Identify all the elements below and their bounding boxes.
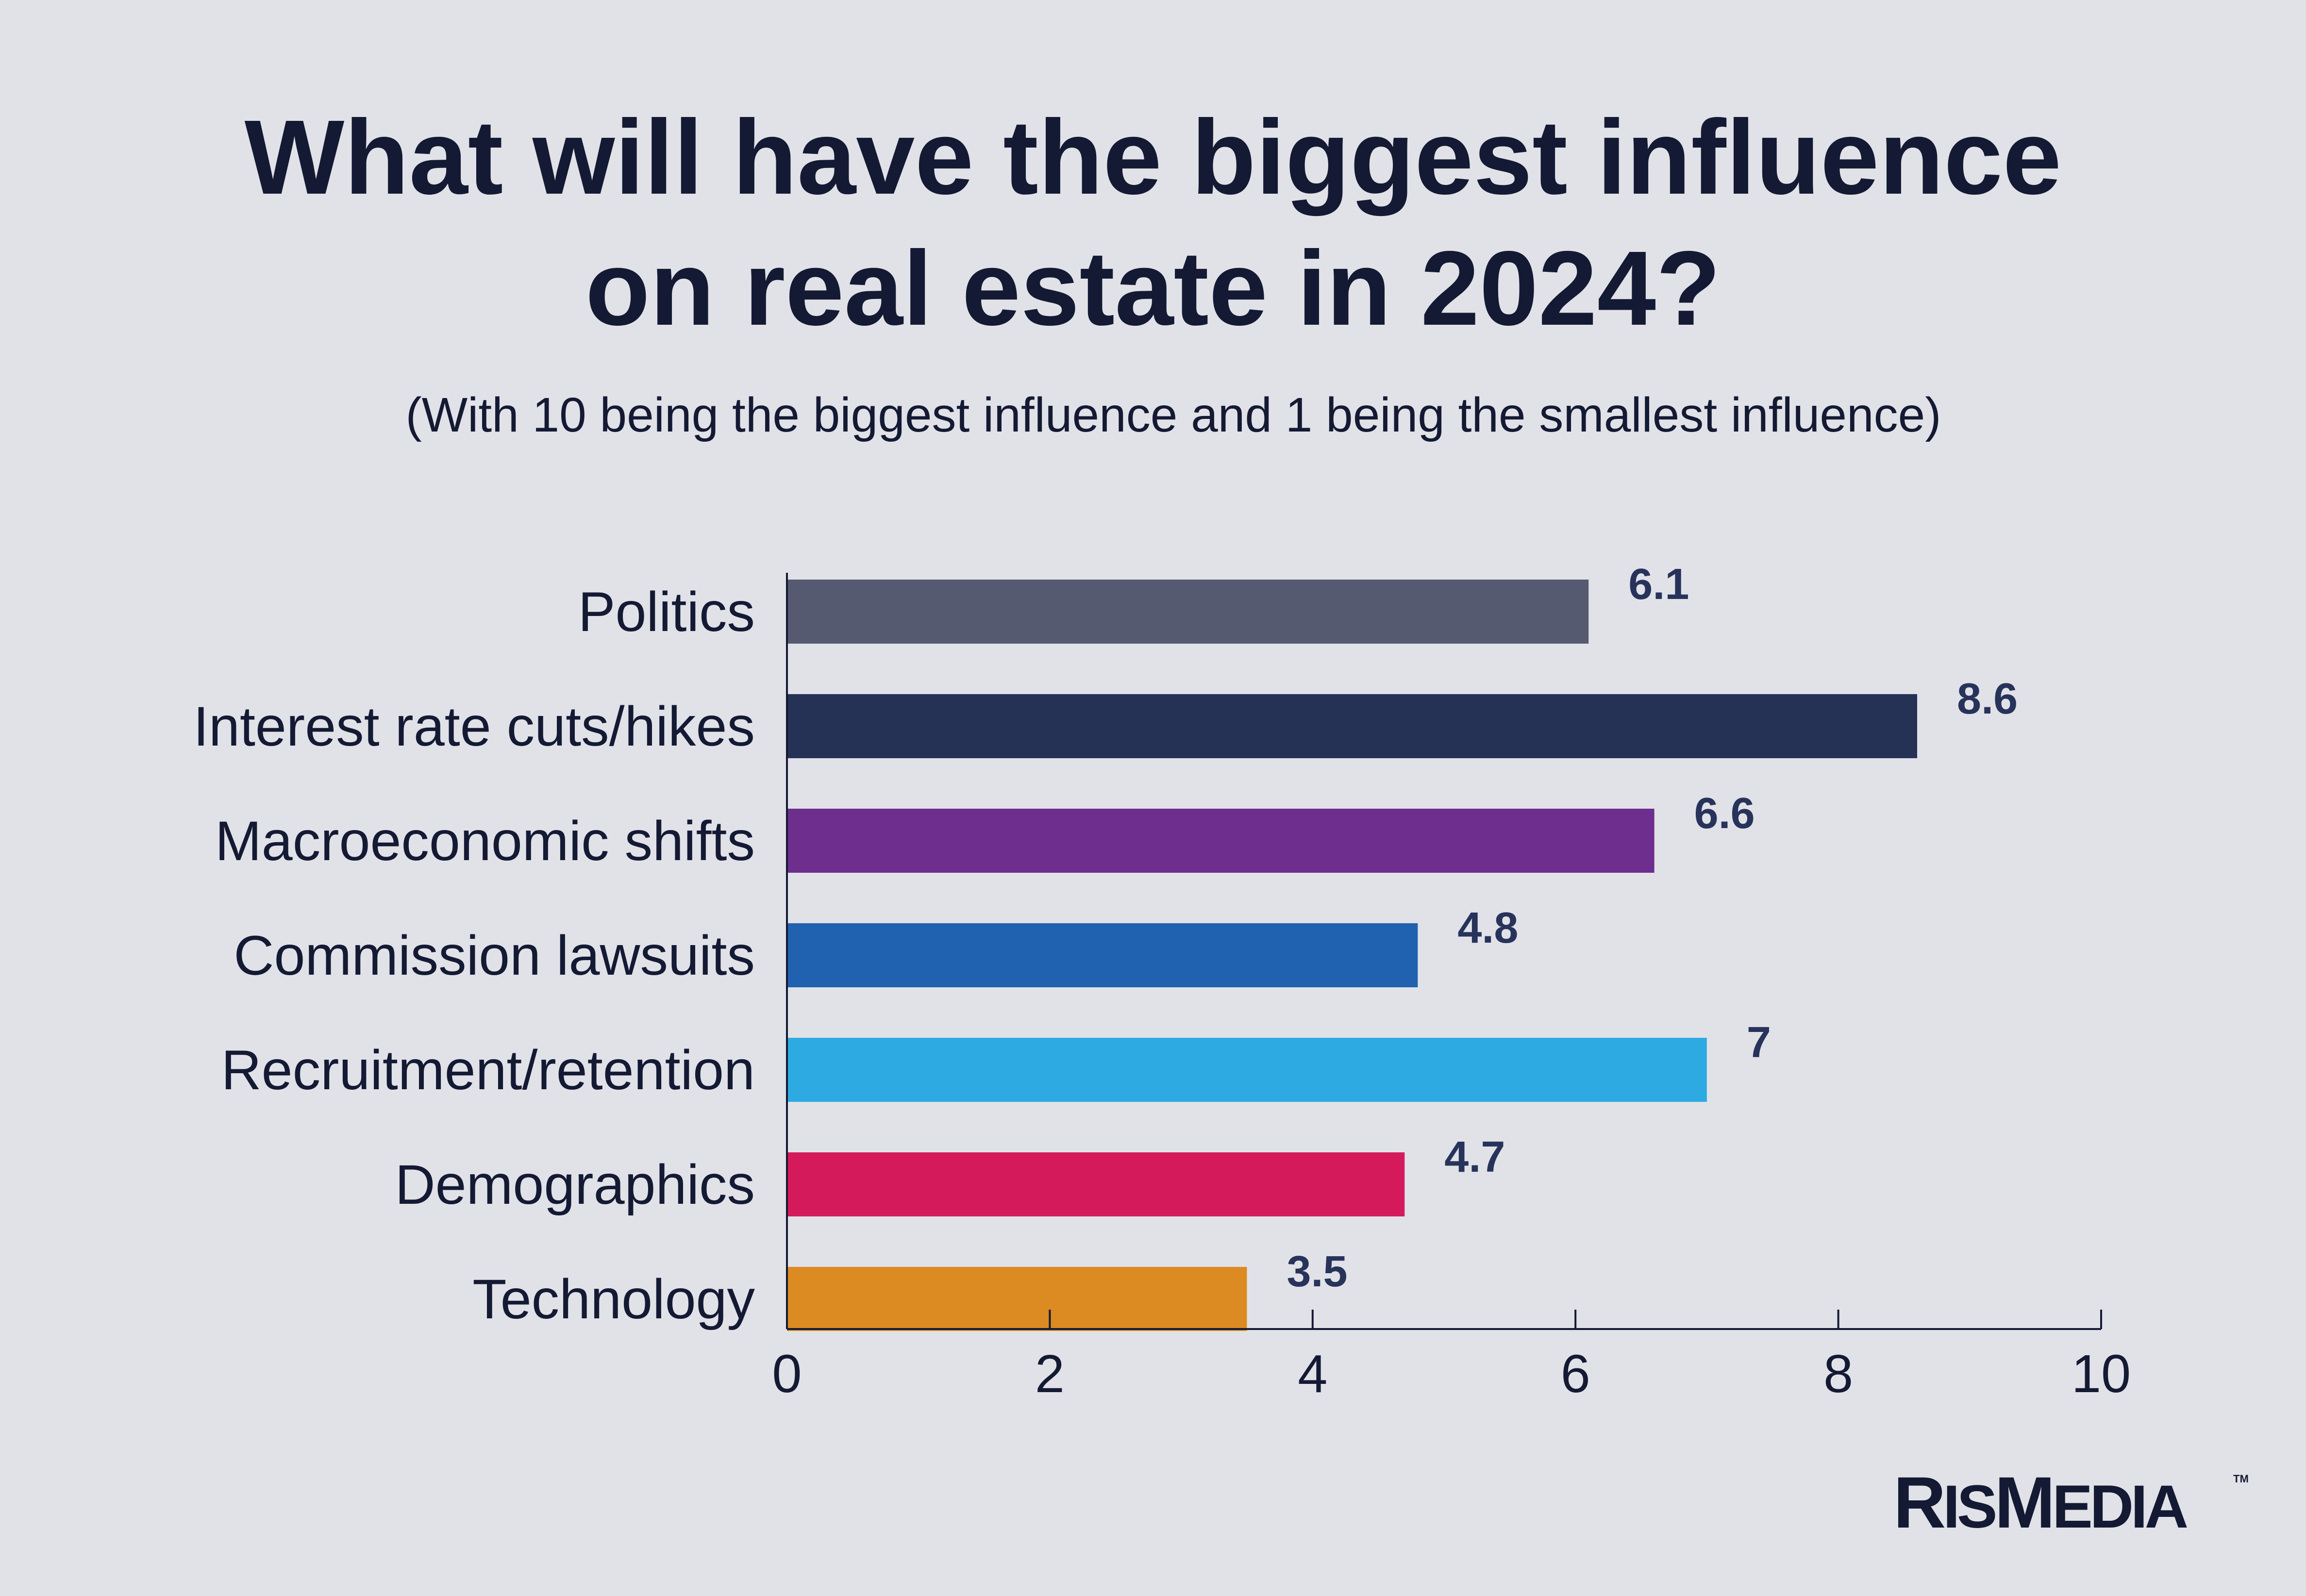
bar <box>787 1267 1247 1331</box>
value-label: 8.6 <box>1957 675 2018 723</box>
x-tick-label: 6 <box>1561 1344 1590 1404</box>
x-tick-label: 4 <box>1298 1344 1327 1404</box>
bar <box>787 694 1918 758</box>
bar <box>787 809 1654 873</box>
chart-subtitle: (With 10 being the biggest influence and… <box>405 388 1941 442</box>
logo-wordmark: RISMEDIA <box>1893 1462 2189 1543</box>
category-label: Recruitment/retention <box>221 1039 755 1101</box>
category-label: Macroeconomic shifts <box>215 810 755 872</box>
category-labels: Politics Interest rate cuts/hikes Macroeco… <box>193 581 755 1330</box>
value-label: 6.6 <box>1694 789 1755 838</box>
bar <box>787 580 1589 644</box>
bar <box>787 923 1418 987</box>
category-label: Politics <box>578 581 755 643</box>
bars-layer <box>787 580 1918 1331</box>
category-label: Technology <box>472 1268 755 1330</box>
category-label: Interest rate cuts/hikes <box>193 696 755 758</box>
x-tick-label: 2 <box>1035 1344 1065 1404</box>
value-label: 6.1 <box>1628 560 1689 609</box>
value-label: 4.7 <box>1444 1133 1505 1181</box>
logo-trademark: TM <box>2233 1473 2249 1485</box>
value-label: 7 <box>1747 1018 1771 1067</box>
x-tick-label: 8 <box>1823 1344 1853 1404</box>
x-tick-label: 10 <box>2072 1344 2131 1404</box>
chart-title-line-1: What will have the biggest influence <box>244 99 2062 216</box>
category-label: Commission lawsuits <box>234 925 755 987</box>
x-axis: 0 2 4 6 8 10 <box>772 573 2131 1404</box>
value-label: 4.8 <box>1457 904 1518 952</box>
x-tick-label: 0 <box>772 1344 802 1404</box>
bar <box>787 1152 1405 1216</box>
chart-title: What will have the biggest influence on … <box>0 92 2306 354</box>
category-label: Demographics <box>395 1154 755 1216</box>
value-labels: 6.1 8.6 6.6 4.8 7 4.7 3.5 <box>1287 560 2018 1296</box>
chart-title-line-2: on real estate in 2024? <box>585 230 1721 348</box>
value-label: 3.5 <box>1287 1247 1347 1296</box>
bar <box>787 1038 1707 1102</box>
rismedia-logo: RISMEDIA TM <box>1893 1466 2249 1541</box>
